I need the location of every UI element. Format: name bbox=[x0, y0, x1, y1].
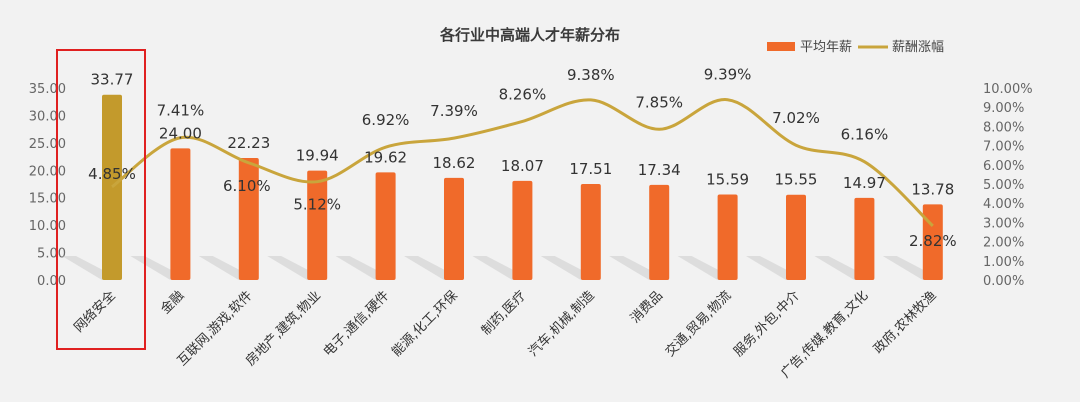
left-tick-label: 15.00 bbox=[29, 192, 66, 207]
left-tick-label: 0.00 bbox=[37, 274, 66, 289]
line-value-label: 4.85% bbox=[88, 165, 136, 183]
growth-line-path bbox=[111, 98, 934, 227]
line-value-label: 7.02% bbox=[772, 109, 820, 127]
category-label: 能源,化工,环保 bbox=[389, 288, 461, 360]
bar bbox=[649, 184, 670, 280]
bar-value-label: 17.34 bbox=[638, 161, 681, 179]
bar-value-label: 22.23 bbox=[227, 134, 270, 152]
category-label: 服务,外包,中介 bbox=[731, 288, 803, 360]
legend: 平均年薪 薪酬涨幅 bbox=[767, 40, 944, 55]
right-tick-label: 5.00% bbox=[983, 178, 1024, 193]
right-tick-label: 3.00% bbox=[983, 216, 1024, 231]
growth-line bbox=[111, 98, 934, 227]
bar-value-label: 17.51 bbox=[569, 160, 612, 178]
line-value-label: 9.39% bbox=[704, 66, 752, 84]
bars bbox=[102, 94, 943, 280]
bar bbox=[307, 170, 328, 280]
right-tick-label: 0.00% bbox=[983, 274, 1024, 289]
bar bbox=[922, 204, 943, 280]
left-axis: 0.00 5.00 10.00 15.00 20.00 25.00 30.00 35.00 bbox=[29, 82, 66, 289]
line-value-label: 7.39% bbox=[430, 102, 478, 120]
bar bbox=[444, 177, 464, 280]
line-value-label: 9.38% bbox=[567, 66, 615, 84]
right-tick-label: 4.00% bbox=[983, 197, 1024, 212]
line-value-label: 6.16% bbox=[841, 126, 889, 144]
bar-value-label: 15.59 bbox=[706, 170, 749, 188]
legend-line-label: 薪酬涨幅 bbox=[892, 40, 944, 55]
bar bbox=[102, 94, 122, 280]
bar-value-label: 18.07 bbox=[501, 157, 544, 175]
bar-shadows bbox=[62, 256, 943, 280]
bar bbox=[170, 148, 191, 280]
right-axis: 0.00% 1.00% 2.00% 3.00% 4.00% 5.00% 6.00% 7.00%… bbox=[983, 82, 1033, 289]
line-value-label: 5.12% bbox=[293, 196, 341, 214]
line-value-label: 6.92% bbox=[362, 111, 410, 129]
bar bbox=[580, 183, 601, 280]
category-label: 交通,贸易,物流 bbox=[662, 288, 734, 360]
right-tick-label: 2.00% bbox=[983, 236, 1024, 251]
category-label: 制药,医疗 bbox=[479, 288, 529, 338]
bar bbox=[512, 180, 533, 280]
bar bbox=[854, 197, 875, 280]
line-value-label: 7.41% bbox=[157, 102, 205, 120]
left-tick-label: 5.00 bbox=[37, 247, 66, 262]
bar-value-label: 18.62 bbox=[433, 154, 476, 172]
bar-value-label: 19.62 bbox=[364, 148, 407, 166]
legend-bar-swatch bbox=[767, 42, 795, 51]
bar-value-label: 19.94 bbox=[296, 147, 339, 165]
bar bbox=[238, 158, 259, 280]
category-label: 金融 bbox=[158, 288, 188, 318]
bar-value-label: 13.78 bbox=[911, 180, 954, 198]
right-tick-label: 1.00% bbox=[983, 255, 1024, 270]
left-tick-label: 25.00 bbox=[29, 137, 66, 152]
line-value-label: 6.10% bbox=[223, 177, 271, 195]
bar-value-label: 24.00 bbox=[159, 124, 202, 142]
left-tick-label: 35.00 bbox=[29, 82, 66, 97]
line-value-labels: 4.85% 7.41% 6.10% 5.12% 6.92% 7.39% 8.26% 9.38%… bbox=[88, 66, 956, 250]
category-label: 政府,农林牧渔 bbox=[871, 288, 940, 357]
category-label: 汽车,机械,制造 bbox=[525, 288, 597, 360]
left-tick-label: 30.00 bbox=[29, 109, 66, 124]
chart-title: 各行业中高端人才年薪分布 bbox=[439, 26, 620, 44]
right-tick-label: 8.00% bbox=[983, 120, 1024, 135]
line-value-label: 8.26% bbox=[499, 85, 547, 103]
right-tick-label: 7.00% bbox=[983, 140, 1024, 155]
bar bbox=[375, 172, 396, 280]
bar-value-labels: 33.77 24.00 22.23 19.94 19.62 18.62 18.07 17.51… bbox=[91, 71, 955, 199]
category-label: 电子,通信,硬件 bbox=[321, 288, 393, 360]
bar bbox=[717, 194, 738, 280]
category-labels: 网络安全 金融互联网,游戏,软件房地产,建筑,物业电子,通信,硬件能源,化工,环保… bbox=[71, 288, 940, 382]
bar-value-label: 14.97 bbox=[843, 174, 886, 192]
right-tick-label: 6.00% bbox=[983, 159, 1024, 174]
right-tick-label: 10.00% bbox=[983, 82, 1033, 97]
legend-bar-label: 平均年薪 bbox=[800, 40, 852, 55]
line-value-label: 7.85% bbox=[635, 93, 683, 111]
line-value-label: 2.82% bbox=[909, 232, 957, 250]
highlight-box bbox=[56, 49, 146, 350]
bar-value-label: 33.77 bbox=[91, 71, 134, 89]
category-label: 网络安全 bbox=[71, 288, 119, 336]
bar-value-label: 15.55 bbox=[775, 171, 818, 189]
category-label: 房地产,建筑,物业 bbox=[243, 288, 325, 370]
left-tick-label: 20.00 bbox=[29, 164, 66, 179]
left-tick-label: 10.00 bbox=[29, 219, 66, 234]
right-tick-label: 9.00% bbox=[983, 101, 1024, 116]
bar bbox=[786, 194, 806, 280]
category-label: 消费品 bbox=[628, 288, 666, 326]
